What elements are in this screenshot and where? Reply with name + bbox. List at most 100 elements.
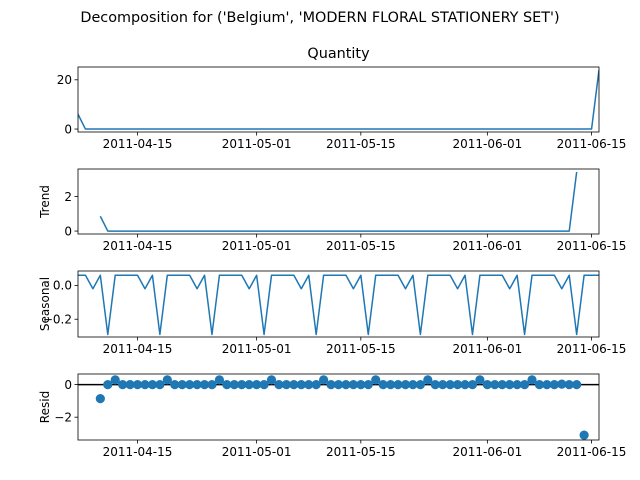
trend-xtick-label-3: 2011-06-01 <box>452 239 522 253</box>
resid-point-5 <box>132 379 143 390</box>
panel-resid: 0 −2 2011-04-15 2011-05-01 2011-05-15 2011-06… <box>38 373 626 459</box>
resid-point-63 <box>564 379 574 390</box>
resid-point-53 <box>490 379 500 390</box>
seasonal-axes-frame <box>77 270 600 338</box>
resid-point-54 <box>497 379 507 390</box>
observed-xtick-label-3: 2011-06-01 <box>452 137 522 151</box>
resid-point-45 <box>430 379 440 390</box>
resid-point-17 <box>222 379 232 390</box>
resid-ylabel: Resid <box>38 391 52 423</box>
seasonal-xtick-label-1: 2011-05-01 <box>222 342 292 356</box>
resid-point-22 <box>259 379 269 390</box>
observed-ytick-label-0: 0 <box>64 122 72 136</box>
panel-seasonal: 0.0 −0.2 2011-04-15 2011-05-01 2011-05-15 201… <box>38 270 627 356</box>
resid-point-37 <box>371 375 381 385</box>
observed-ytick-label-1: 20 <box>57 73 72 87</box>
resid-point-20 <box>244 379 254 390</box>
resid-point-49 <box>460 379 470 390</box>
seasonal-xtick-label-2: 2011-05-15 <box>326 342 396 356</box>
trend-ytick-label-0: 0 <box>64 224 72 238</box>
resid-point-35 <box>356 379 366 390</box>
resid-point-10 <box>170 379 180 390</box>
resid-point-3 <box>118 379 128 390</box>
resid-point-29 <box>311 379 321 390</box>
resid-point-27 <box>296 379 306 390</box>
resid-point-50 <box>467 379 478 390</box>
resid-point-48 <box>452 379 463 390</box>
observed-axes-frame <box>77 66 600 133</box>
trend-ytick-label-1: 2 <box>64 190 72 204</box>
resid-point-39 <box>386 379 396 390</box>
trend-xtick-label-1: 2011-05-01 <box>222 239 292 253</box>
panel-trend: 0 2 2011-04-15 2011-05-01 2011-05-15 2011-06-… <box>38 168 627 253</box>
resid-point-61 <box>549 379 559 390</box>
seasonal-line <box>78 274 599 336</box>
resid-point-31 <box>326 379 336 390</box>
seasonal-ylabel: Seasonal <box>38 277 52 331</box>
observed-line <box>78 69 599 130</box>
resid-point-1 <box>103 379 113 390</box>
resid-point-26 <box>289 379 299 390</box>
resid-point-59 <box>534 379 545 390</box>
resid-point-51 <box>475 375 485 385</box>
resid-point-18 <box>229 379 239 390</box>
resid-point-44 <box>423 375 433 385</box>
seasonal-xtick-label-3: 2011-06-01 <box>452 342 522 356</box>
resid-point-11 <box>177 379 187 390</box>
resid-point-23 <box>266 375 277 385</box>
trend-line <box>99 171 578 232</box>
resid-point-55 <box>505 379 515 390</box>
panel-observed: 0 20 2011-04-15 2011-05-01 2011-05-15 2011-06… <box>57 46 627 151</box>
trend-xtick-label-0: 2011-04-15 <box>103 239 173 253</box>
resid-point-12 <box>185 379 195 390</box>
resid-point-7 <box>147 379 158 390</box>
observed-xtick-label-0: 2011-04-15 <box>103 137 173 151</box>
trend-xtick-label-2: 2011-05-15 <box>326 239 396 253</box>
resid-point-42 <box>408 379 418 390</box>
resid-point-56 <box>512 379 522 390</box>
resid-point-14 <box>199 379 210 390</box>
seasonal-ytick-label-1: −0.2 <box>43 313 72 327</box>
resid-point-64 <box>572 379 582 390</box>
resid-point-43 <box>415 379 425 390</box>
resid-xtick-label-1: 2011-05-01 <box>222 445 292 459</box>
resid-point-25 <box>281 379 291 390</box>
seasonal-xtick-label-0: 2011-04-15 <box>103 342 173 356</box>
resid-axes-frame <box>77 373 600 441</box>
resid-point-19 <box>237 379 247 390</box>
resid-point-40 <box>393 379 403 390</box>
resid-point-62 <box>557 379 567 389</box>
resid-point-58 <box>527 375 537 385</box>
resid-point-33 <box>341 379 351 390</box>
resid-point-60 <box>542 379 552 390</box>
resid-point-65 <box>579 430 589 440</box>
figure-title: Decomposition for ('Belgium', 'MODERN FL… <box>80 10 559 26</box>
resid-point-24 <box>274 379 284 390</box>
resid-point-4 <box>125 379 135 390</box>
resid-point-6 <box>140 379 150 390</box>
resid-point-21 <box>252 379 262 390</box>
resid-point-8 <box>155 379 165 390</box>
resid-xtick-label-0: 2011-04-15 <box>103 445 173 459</box>
resid-point-52 <box>482 379 492 390</box>
trend-axes-frame <box>77 168 600 235</box>
observed-xtick-label-1: 2011-05-01 <box>222 137 292 151</box>
resid-point-0 <box>95 394 105 404</box>
resid-point-57 <box>519 379 530 390</box>
trend-xtick-label-4: 2011-06-15 <box>557 239 627 253</box>
resid-xtick-label-2: 2011-05-15 <box>326 445 396 459</box>
resid-points <box>95 375 589 440</box>
resid-ytick-label-1: −2 <box>54 410 72 424</box>
resid-point-28 <box>304 379 314 390</box>
resid-point-41 <box>400 379 411 390</box>
resid-point-38 <box>378 379 388 390</box>
observed-title: Quantity <box>307 46 370 62</box>
resid-point-32 <box>333 379 344 390</box>
resid-point-36 <box>363 379 373 390</box>
resid-ytick-label-0: 0 <box>64 378 72 392</box>
resid-point-34 <box>348 379 358 390</box>
resid-xtick-label-3: 2011-06-01 <box>452 445 522 459</box>
seasonal-xtick-label-4: 2011-06-15 <box>557 342 627 356</box>
resid-point-47 <box>445 379 455 390</box>
